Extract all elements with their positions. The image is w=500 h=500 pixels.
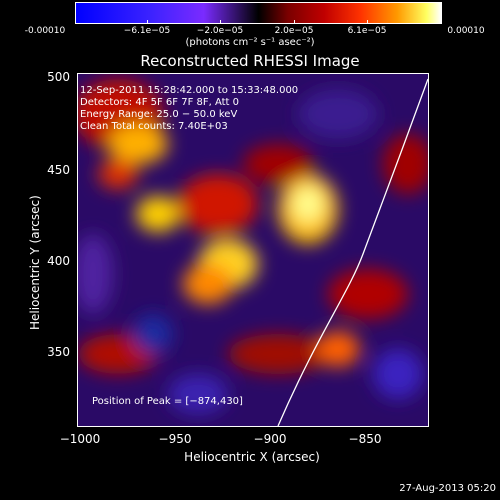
colorbar-tick — [147, 20, 148, 24]
time-range-text: 12-Sep-2011 15:28:42.000 to 15:33:48.000 — [80, 85, 299, 96]
peak-position-text: Position of Peak = [−874,430] — [92, 396, 243, 407]
info-overlay: 12-Sep-2011 15:28:42.000 to 15:33:48.000… — [80, 85, 298, 133]
x-tick-label: −900 — [253, 432, 287, 446]
colorbar-tick-label: 6.1e−05 — [347, 26, 387, 36]
colorbar-tick-label: -0.00010 — [24, 26, 66, 36]
colorbar-tick-label: −2.0e−05 — [196, 26, 244, 36]
detectors-text: Detectors: 4F 5F 6F 7F 8F, Att 0 — [80, 97, 240, 108]
colorbar-tick — [220, 20, 221, 24]
x-axis-label: Heliocentric X (arcsec) — [184, 450, 320, 464]
energy-range-text: Energy Range: 25.0 − 50.0 keV — [80, 109, 238, 120]
colorbar — [75, 2, 442, 24]
colorbar-tick — [367, 20, 368, 24]
y-tick-label: 350 — [47, 345, 70, 359]
colorbar-tick — [440, 20, 441, 24]
colorbar-units: (photons cm⁻² s⁻¹ asec⁻²) — [185, 37, 315, 48]
colorbar-tick-label: 0.00010 — [447, 26, 485, 36]
image-plot — [77, 73, 429, 427]
y-tick-label: 500 — [47, 70, 70, 84]
colorbar-tick — [75, 20, 76, 24]
x-tick-label: −850 — [348, 432, 382, 446]
y-tick-label: 450 — [47, 163, 70, 177]
clean-counts-text: Clean Total counts: 7.40E+03 — [80, 121, 228, 132]
y-axis-label: Heliocentric Y (arcsec) — [28, 195, 42, 330]
y-tick-label: 400 — [47, 254, 70, 268]
solar-limb-line — [277, 78, 428, 426]
x-tick-label: −950 — [158, 432, 192, 446]
colorbar-tick-label: 2.0e−05 — [274, 26, 314, 36]
page-title: Reconstructed RHESSI Image — [140, 52, 360, 70]
colorbar-tick-label: −6.1e−05 — [123, 26, 171, 36]
footer-date: 27-Aug-2013 05:20 — [399, 483, 496, 494]
x-tick-label: −1000 — [59, 432, 101, 446]
colorbar-tick — [294, 20, 295, 24]
heatmap-image — [78, 74, 428, 426]
